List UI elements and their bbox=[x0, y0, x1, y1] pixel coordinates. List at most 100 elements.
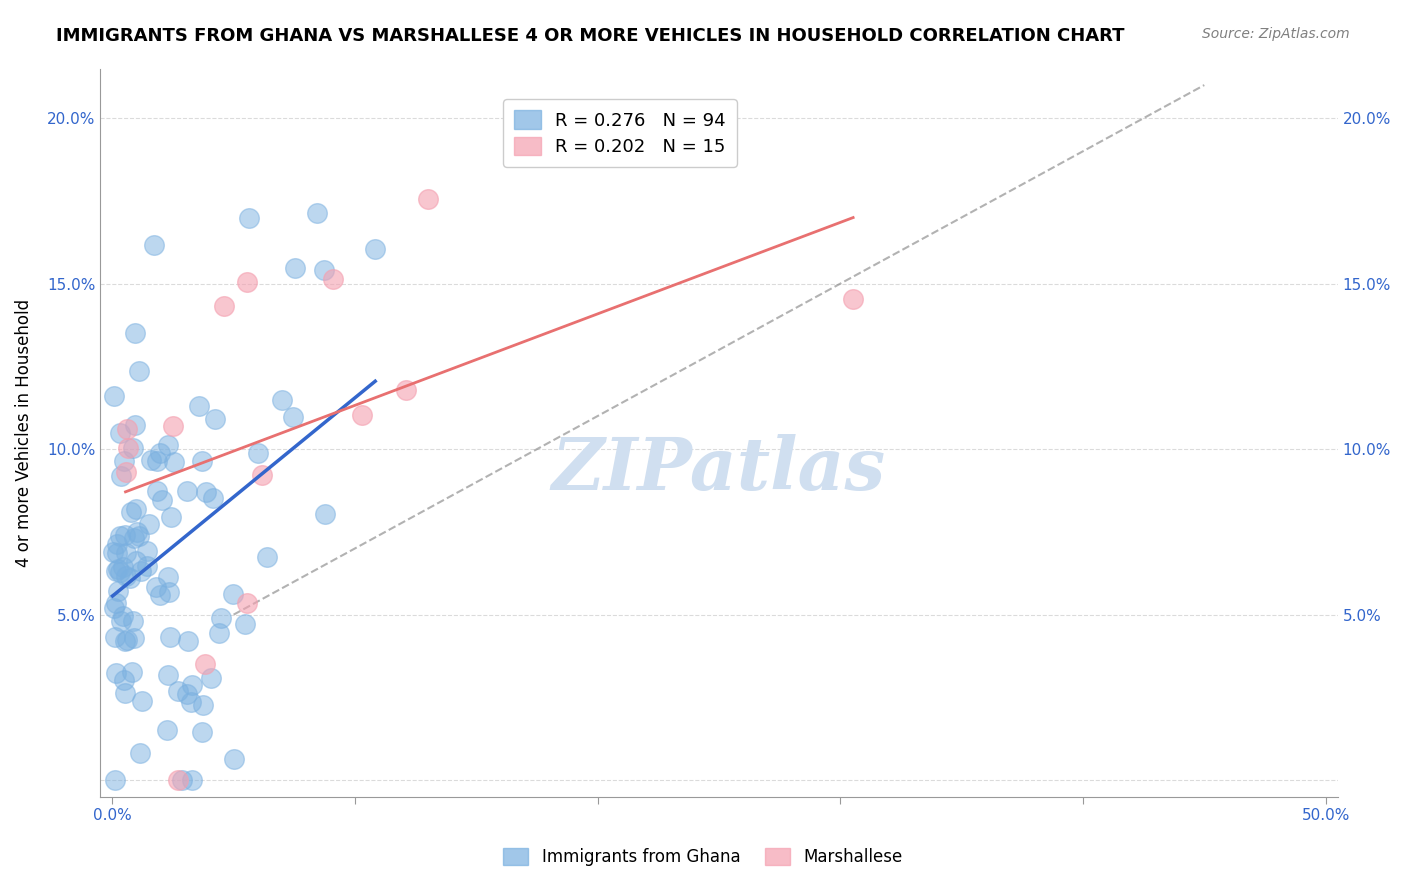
Point bbox=[104, 773, 127, 788]
Point bbox=[124, 326, 146, 340]
Point bbox=[176, 687, 198, 701]
Text: Source: ZipAtlas.com: Source: ZipAtlas.com bbox=[1202, 27, 1350, 41]
Point bbox=[103, 389, 125, 403]
Point bbox=[314, 262, 336, 277]
Point bbox=[284, 260, 307, 275]
Point bbox=[114, 568, 136, 582]
Point bbox=[104, 630, 127, 644]
Point bbox=[322, 271, 344, 285]
Point bbox=[395, 383, 418, 397]
Point bbox=[236, 596, 259, 610]
Point bbox=[115, 422, 138, 436]
Point bbox=[314, 507, 336, 521]
Point bbox=[107, 562, 129, 576]
Point bbox=[181, 773, 204, 788]
Text: IMMIGRANTS FROM GHANA VS MARSHALLESE 4 OR MORE VEHICLES IN HOUSEHOLD CORRELATION: IMMIGRANTS FROM GHANA VS MARSHALLESE 4 O… bbox=[56, 27, 1125, 45]
Point bbox=[129, 564, 152, 578]
Point bbox=[157, 585, 180, 599]
Point bbox=[162, 418, 184, 433]
Point bbox=[117, 441, 139, 455]
Point bbox=[149, 588, 172, 602]
Point bbox=[150, 493, 173, 508]
Point bbox=[156, 668, 179, 682]
Point bbox=[191, 724, 214, 739]
Point bbox=[114, 528, 136, 542]
Point bbox=[156, 438, 179, 452]
Point bbox=[163, 455, 186, 469]
Point bbox=[246, 445, 269, 459]
Point bbox=[105, 537, 128, 551]
Point bbox=[305, 206, 328, 220]
Point bbox=[128, 363, 150, 377]
Point bbox=[101, 545, 124, 559]
Point bbox=[121, 665, 143, 679]
Point bbox=[111, 609, 134, 624]
Point bbox=[104, 564, 127, 578]
Point bbox=[135, 543, 157, 558]
Point bbox=[105, 596, 128, 610]
Point bbox=[172, 773, 194, 788]
Point bbox=[167, 773, 190, 788]
Point bbox=[281, 410, 304, 425]
Point bbox=[209, 611, 232, 625]
Point bbox=[124, 531, 146, 545]
Point bbox=[138, 516, 160, 531]
Point bbox=[114, 454, 136, 468]
Point bbox=[120, 571, 142, 585]
Point bbox=[208, 626, 231, 640]
Point bbox=[114, 546, 136, 560]
Point bbox=[125, 524, 148, 539]
Point bbox=[214, 299, 236, 313]
Point bbox=[125, 554, 148, 568]
Point bbox=[103, 601, 125, 615]
Point bbox=[122, 632, 145, 646]
Point bbox=[201, 491, 224, 505]
Point bbox=[177, 633, 200, 648]
Point bbox=[129, 747, 152, 761]
Point bbox=[114, 465, 136, 479]
Point bbox=[114, 633, 136, 648]
Point bbox=[114, 686, 136, 700]
Point bbox=[222, 587, 245, 601]
Point bbox=[238, 211, 260, 226]
Point bbox=[236, 275, 259, 289]
Point bbox=[105, 546, 128, 560]
Point bbox=[136, 558, 159, 573]
Point bbox=[125, 502, 148, 516]
Point bbox=[121, 505, 143, 519]
Point bbox=[180, 695, 202, 709]
Point bbox=[200, 671, 222, 685]
Point bbox=[157, 570, 180, 584]
Point bbox=[350, 409, 373, 423]
Point bbox=[271, 393, 294, 408]
Point bbox=[112, 673, 135, 687]
Point bbox=[122, 442, 145, 456]
Point bbox=[233, 616, 256, 631]
Point bbox=[418, 192, 440, 206]
Point bbox=[224, 752, 246, 766]
Point bbox=[252, 467, 274, 482]
Y-axis label: 4 or more Vehicles in Household: 4 or more Vehicles in Household bbox=[15, 299, 32, 566]
Point bbox=[204, 412, 226, 426]
Point bbox=[194, 657, 217, 671]
Legend: Immigrants from Ghana, Marshallese: Immigrants from Ghana, Marshallese bbox=[495, 840, 911, 875]
Point bbox=[188, 400, 211, 414]
Point bbox=[176, 484, 198, 499]
Point bbox=[256, 550, 278, 565]
Point bbox=[122, 615, 145, 629]
Point bbox=[159, 630, 181, 644]
Text: ZIPatlas: ZIPatlas bbox=[553, 434, 886, 505]
Legend: R = 0.276   N = 94, R = 0.202   N = 15: R = 0.276 N = 94, R = 0.202 N = 15 bbox=[503, 99, 737, 167]
Point bbox=[108, 566, 131, 580]
Point bbox=[194, 484, 217, 499]
Point bbox=[110, 468, 132, 483]
Point bbox=[124, 417, 146, 432]
Point bbox=[364, 242, 387, 256]
Point bbox=[108, 529, 131, 543]
Point bbox=[167, 684, 190, 698]
Point bbox=[107, 583, 129, 598]
Point bbox=[145, 580, 167, 594]
Point bbox=[146, 453, 169, 467]
Point bbox=[149, 446, 172, 460]
Point bbox=[131, 694, 153, 708]
